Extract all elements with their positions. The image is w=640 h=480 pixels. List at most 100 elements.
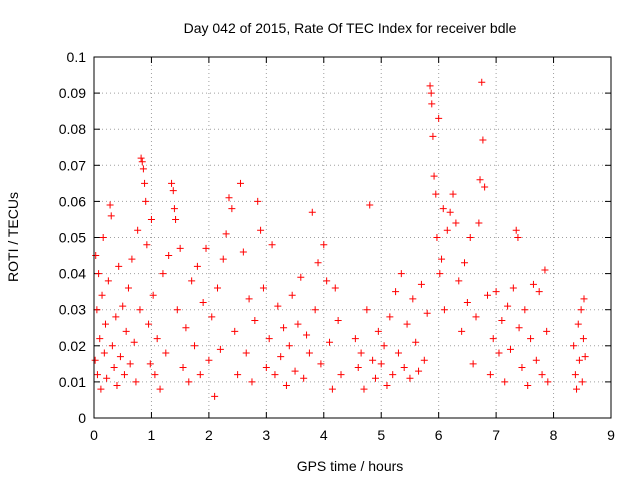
data-point xyxy=(543,327,551,335)
data-point xyxy=(257,226,265,234)
data-point xyxy=(423,309,431,317)
data-point xyxy=(440,306,448,314)
data-point xyxy=(524,382,532,390)
data-point xyxy=(95,270,103,278)
x-axis-label: GPS time / hours xyxy=(297,458,404,474)
y-tick-label: 0.1 xyxy=(67,49,87,65)
data-point xyxy=(469,360,477,368)
data-point xyxy=(259,284,267,292)
data-point xyxy=(461,259,469,267)
data-point xyxy=(115,262,123,270)
y-tick-label: 0.08 xyxy=(59,121,86,137)
y-axis-label: ROTI / TECUs xyxy=(5,192,21,282)
data-point xyxy=(280,324,288,332)
plot-frame xyxy=(93,56,612,419)
data-point xyxy=(222,230,230,238)
data-point xyxy=(432,190,440,198)
data-point xyxy=(472,313,480,321)
data-point xyxy=(509,284,517,292)
data-point xyxy=(274,302,282,310)
data-point xyxy=(245,295,253,303)
data-point xyxy=(130,338,138,346)
data-point xyxy=(331,284,339,292)
data-point xyxy=(386,313,394,321)
data-point xyxy=(479,136,487,144)
y-tick-label: 0.01 xyxy=(59,374,86,390)
data-point xyxy=(136,306,144,314)
data-point xyxy=(320,241,328,249)
y-tick-label: 0.02 xyxy=(59,338,86,354)
data-point xyxy=(93,306,101,314)
data-point xyxy=(521,306,529,314)
data-point xyxy=(483,291,491,299)
data-point xyxy=(495,349,503,357)
data-point xyxy=(489,335,497,343)
data-point xyxy=(208,313,216,321)
data-point xyxy=(538,371,546,379)
data-point xyxy=(446,208,454,216)
data-point xyxy=(231,327,239,335)
data-point xyxy=(282,382,290,390)
data-point xyxy=(172,215,180,223)
data-point xyxy=(219,255,227,263)
data-points xyxy=(91,78,589,400)
axis-ticks: 0 1 2 3 4 5 6 7 8 9 0 0.01 0.02 0.03 0.04 0.05 0.06 0.07 0… xyxy=(59,49,615,443)
x-tick-label: 2 xyxy=(205,427,213,443)
data-point xyxy=(337,371,345,379)
data-point xyxy=(575,356,583,364)
data-point xyxy=(439,205,447,213)
data-point xyxy=(202,244,210,252)
data-point xyxy=(334,317,342,325)
data-point xyxy=(139,165,147,173)
data-point xyxy=(191,342,199,350)
data-point xyxy=(97,385,105,393)
data-point xyxy=(305,349,313,357)
data-point xyxy=(168,179,176,187)
grid-lines xyxy=(94,57,611,418)
data-point xyxy=(512,226,520,234)
data-point xyxy=(501,378,509,386)
data-point xyxy=(351,335,359,343)
data-point xyxy=(580,295,588,303)
data-point xyxy=(285,342,293,350)
data-point xyxy=(119,302,127,310)
data-point xyxy=(532,356,540,364)
data-point xyxy=(199,298,207,306)
data-point xyxy=(529,280,537,288)
data-point xyxy=(248,378,256,386)
data-point xyxy=(449,190,457,198)
data-point xyxy=(486,371,494,379)
data-point xyxy=(124,284,132,292)
data-point xyxy=(169,187,177,195)
y-tick-label: 0.06 xyxy=(59,193,86,209)
data-point xyxy=(225,194,233,202)
data-point xyxy=(455,277,463,285)
x-tick-label: 5 xyxy=(377,427,385,443)
x-tick-label: 3 xyxy=(262,427,270,443)
data-point xyxy=(151,371,159,379)
data-point xyxy=(126,360,134,368)
y-tick-label: 0.09 xyxy=(59,85,86,101)
data-point xyxy=(527,335,535,343)
data-point xyxy=(357,349,365,357)
data-point xyxy=(403,320,411,328)
data-point xyxy=(435,114,443,122)
data-point xyxy=(363,306,371,314)
data-point xyxy=(475,219,483,227)
data-point xyxy=(579,335,587,343)
data-point xyxy=(308,208,316,216)
y-tick-label: 0.03 xyxy=(59,302,86,318)
data-point xyxy=(132,378,140,386)
data-point xyxy=(317,360,325,368)
data-point xyxy=(120,371,128,379)
y-tick-label: 0 xyxy=(78,410,86,426)
data-point xyxy=(300,374,308,382)
data-point xyxy=(141,179,149,187)
data-point xyxy=(415,367,423,375)
data-point xyxy=(182,324,190,332)
data-point xyxy=(578,378,586,386)
data-point xyxy=(392,288,400,296)
data-point xyxy=(476,176,484,184)
data-point xyxy=(406,374,414,382)
